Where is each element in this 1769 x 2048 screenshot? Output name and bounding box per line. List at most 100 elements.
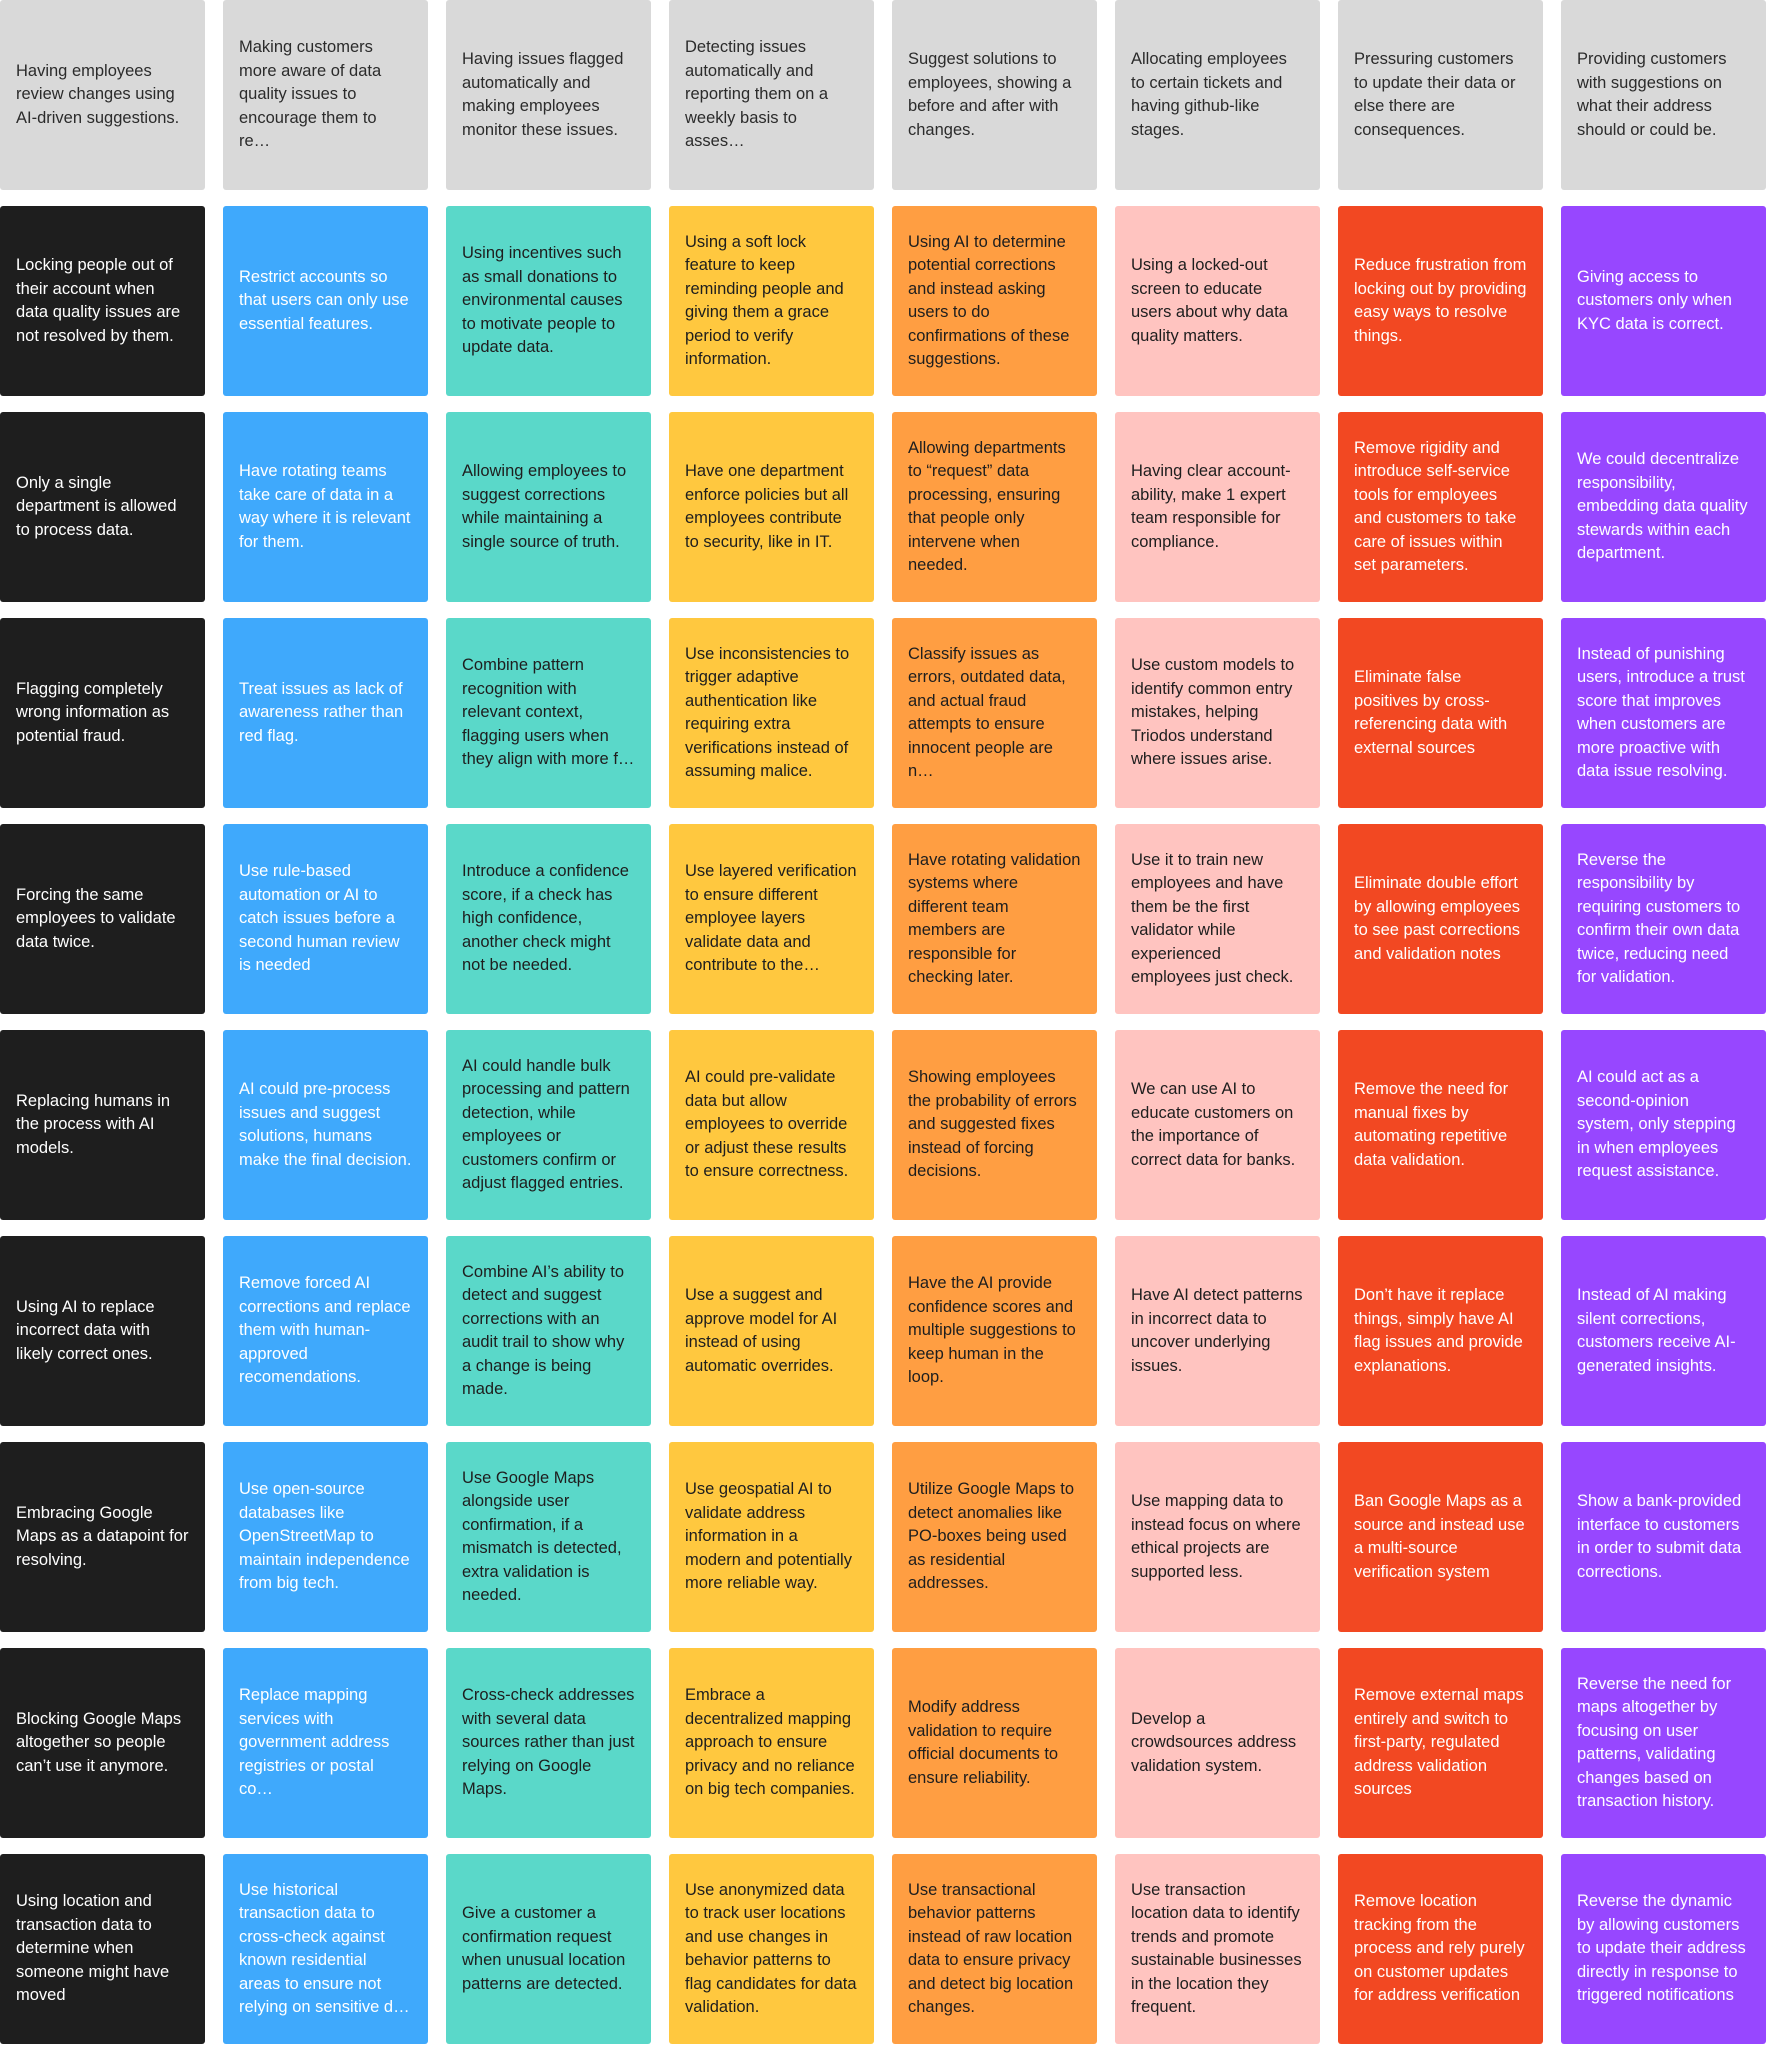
note-text: Flagging completely wrong information as… [16, 679, 170, 745]
sticky-note: Restrict accounts so that users can only… [223, 206, 428, 396]
note-text: Using a soft lock feature to keep remind… [685, 232, 844, 369]
sticky-note: Combine AI’s ability to detect and sugge… [446, 1236, 651, 1426]
note-text: Reduce frustration from locking out by p… [1354, 256, 1527, 345]
note-text: Restrict accounts so that users can only… [239, 267, 409, 333]
sticky-note: Locking people out of their account when… [0, 206, 205, 396]
note-text: Utilize Google Maps to detect anomalies … [908, 1480, 1074, 1593]
note-text: Combine AI’s ability to detect and sugge… [462, 1262, 625, 1399]
note-text: Have the AI provide confidence scores an… [908, 1274, 1076, 1387]
note-text: AI could pre-validate data but allow emp… [685, 1068, 849, 1181]
sticky-note: Show a bank-provided interface to custom… [1561, 1442, 1766, 1632]
sticky-note: Remove external maps entirely and switch… [1338, 1648, 1543, 1838]
note-text: Using location and transaction data to d… [16, 1892, 170, 2005]
note-text: Use transaction location data to identif… [1131, 1880, 1302, 2017]
sticky-note: Have the AI provide confidence scores an… [892, 1236, 1097, 1426]
sticky-note: Having issues flagged automatically and … [446, 0, 651, 190]
note-text: Giving access to customers only when KYC… [1577, 267, 1732, 333]
note-text: Use inconsistencies to trigger adaptive … [685, 644, 850, 781]
sticky-note: Blocking Google Maps altogether so peopl… [0, 1648, 205, 1838]
sticky-note: Detecting issues automatically and repor… [669, 0, 874, 190]
sticky-note: Use rule-based automation or AI to catch… [223, 824, 428, 1014]
sticky-note: Replace mapping services with government… [223, 1648, 428, 1838]
note-text: Use rule-based automation or AI to catch… [239, 862, 400, 975]
note-text: Have rotating teams take care of data in… [239, 462, 411, 551]
note-text: Remove the need for manual fixes by auto… [1354, 1080, 1509, 1169]
note-text: Suggest solutions to employees, showing … [908, 50, 1072, 139]
sticky-note: Remove location tracking from the proces… [1338, 1854, 1543, 2044]
note-text: Forcing the same employees to validate d… [16, 885, 176, 951]
sticky-note: Reverse the need for maps altogether by … [1561, 1648, 1766, 1838]
sticky-note: Remove rigidity and introduce self-servi… [1338, 412, 1543, 602]
note-text: Develop a crowdsources address validatio… [1131, 1709, 1297, 1775]
note-text: Have one department enforce policies but… [685, 462, 849, 551]
sticky-note: Eliminate false positives by cross-refer… [1338, 618, 1543, 808]
note-text: AI could act as a second-opinion system,… [1577, 1068, 1736, 1181]
note-text: Introduce a confidence score, if a check… [462, 862, 629, 975]
note-text: Eliminate false positives by cross-refer… [1354, 668, 1508, 757]
note-text: Use Google Maps alongside user confirmat… [462, 1468, 622, 1605]
note-text: Only a single department is allowed to p… [16, 473, 177, 539]
sticky-note: Use historical transaction data to cross… [223, 1854, 428, 2044]
note-text: Having clear account-ability, make 1 exp… [1131, 462, 1291, 551]
note-text: Showing employees the probability of err… [908, 1068, 1077, 1181]
sticky-note: Only a single department is allowed to p… [0, 412, 205, 602]
sticky-note: Have AI detect patterns in incorrect dat… [1115, 1236, 1320, 1426]
sticky-note: Replacing humans in the process with AI … [0, 1030, 205, 1220]
sticky-note: Embrace a decentralized mapping approach… [669, 1648, 874, 1838]
sticky-note: Eliminate double effort by allowing empl… [1338, 824, 1543, 1014]
sticky-note: Have rotating validation systems where d… [892, 824, 1097, 1014]
sticky-note: Give a customer a confirmation request w… [446, 1854, 651, 2044]
note-text: Reverse the responsibility by requiring … [1577, 850, 1741, 987]
sticky-note: Forcing the same employees to validate d… [0, 824, 205, 1014]
sticky-note: Classify issues as errors, outdated data… [892, 618, 1097, 808]
note-text: Allowing employees to suggest correction… [462, 462, 627, 551]
note-text: Remove external maps entirely and switch… [1354, 1686, 1524, 1799]
note-text: Reverse the need for maps altogether by … [1577, 1674, 1732, 1811]
note-text: Use mapping data to instead focus on whe… [1131, 1492, 1301, 1581]
note-text: Instead of punishing users, introduce a … [1577, 644, 1745, 781]
note-text: Allocating employees to certain tickets … [1131, 50, 1287, 139]
sticky-note: Use transaction location data to identif… [1115, 1854, 1320, 2044]
sticky-note: Use layered verification to ensure diffe… [669, 824, 874, 1014]
sticky-note: Use mapping data to instead focus on whe… [1115, 1442, 1320, 1632]
sticky-note: Suggest solutions to employees, showing … [892, 0, 1097, 190]
note-text: Use it to train new employees and have t… [1131, 850, 1294, 987]
note-text: Instead of AI making silent corrections,… [1577, 1286, 1736, 1375]
sticky-note: Use transactional behavior patterns inst… [892, 1854, 1097, 2044]
note-text: Use layered verification to ensure diffe… [685, 862, 857, 975]
sticky-note: Using AI to determine potential correcti… [892, 206, 1097, 396]
note-text: Classify issues as errors, outdated data… [908, 644, 1066, 781]
sticky-note: Have one department enforce policies but… [669, 412, 874, 602]
sticky-note: AI could pre-process issues and suggest … [223, 1030, 428, 1220]
sticky-note: Showing employees the probability of err… [892, 1030, 1097, 1220]
note-text: Show a bank-provided interface to custom… [1577, 1492, 1742, 1581]
sticky-note: Providing customers with suggestions on … [1561, 0, 1766, 190]
sticky-note: Use Google Maps alongside user confirmat… [446, 1442, 651, 1632]
sticky-note: Ban Google Maps as a source and instead … [1338, 1442, 1543, 1632]
note-text: Combine pattern recognition with relevan… [462, 656, 635, 769]
note-text: Ban Google Maps as a source and instead … [1354, 1492, 1525, 1581]
note-text: We can use AI to educate customers on th… [1131, 1080, 1296, 1169]
note-text: Providing customers with suggestions on … [1577, 50, 1727, 139]
sticky-note: Use geospatial AI to validate address in… [669, 1442, 874, 1632]
note-text: Don’t have it replace things, simply hav… [1354, 1286, 1523, 1375]
sticky-note: Remove forced AI corrections and replace… [223, 1236, 428, 1426]
note-text: Eliminate double effort by allowing empl… [1354, 874, 1521, 963]
sticky-note: Use a suggest and approve model for AI i… [669, 1236, 874, 1426]
sticky-note: Cross-check addresses with several data … [446, 1648, 651, 1838]
sticky-note: Utilize Google Maps to detect anomalies … [892, 1442, 1097, 1632]
sticky-note: Giving access to customers only when KYC… [1561, 206, 1766, 396]
note-text: Using AI to replace incorrect data with … [16, 1297, 155, 1363]
sticky-note: Using location and transaction data to d… [0, 1854, 205, 2044]
sticky-note: Reduce frustration from locking out by p… [1338, 206, 1543, 396]
note-text: Use open-source databases like OpenStree… [239, 1480, 410, 1593]
sticky-note: Making customers more aware of data qual… [223, 0, 428, 190]
note-text: Pressuring customers to update their dat… [1354, 50, 1516, 139]
note-text: Have AI detect patterns in incorrect dat… [1131, 1286, 1303, 1375]
note-text: Have rotating validation systems where d… [908, 850, 1081, 987]
note-text: Remove rigidity and introduce self-servi… [1354, 438, 1517, 575]
sticky-note: Having clear account-ability, make 1 exp… [1115, 412, 1320, 602]
note-text: Cross-check addresses with several data … [462, 1686, 635, 1799]
sticky-note: Combine pattern recognition with relevan… [446, 618, 651, 808]
